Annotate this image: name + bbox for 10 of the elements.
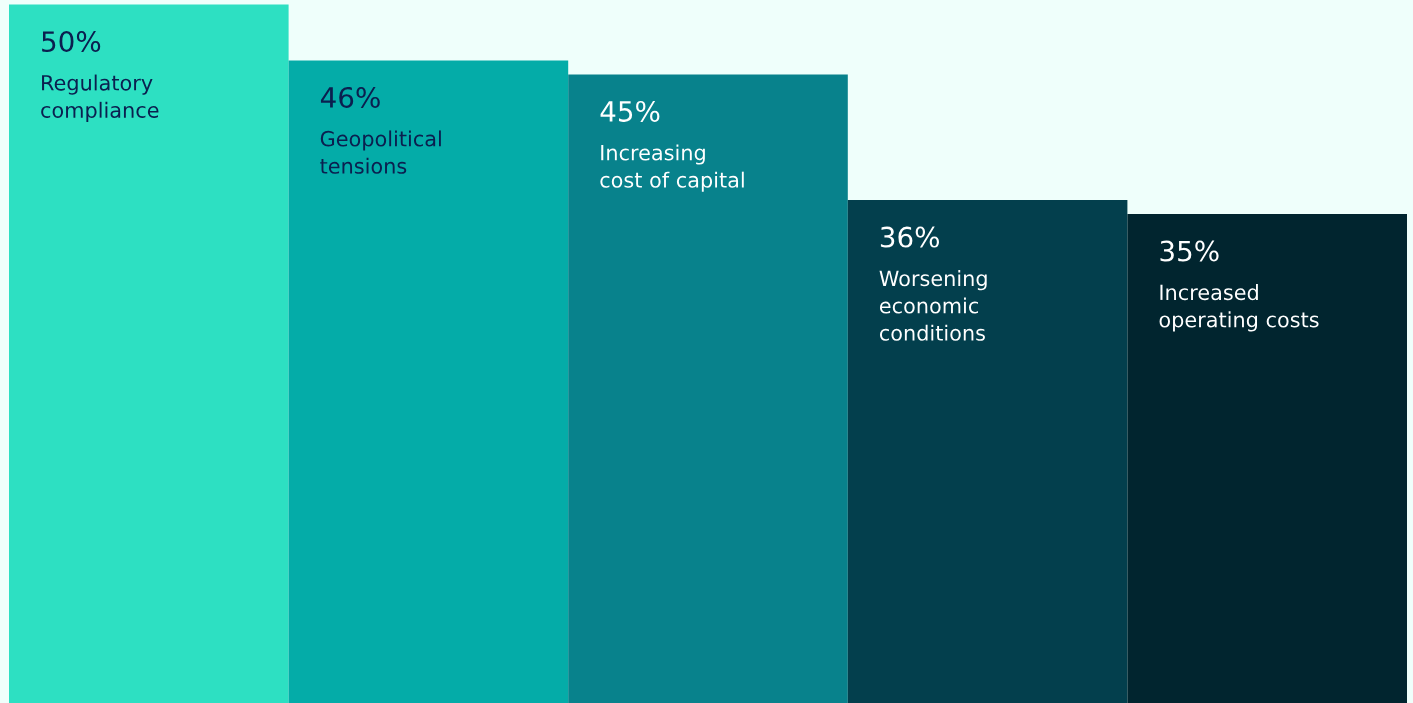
x-tick-label: Regulatory compliance [41,74,159,122]
data-label: 45% [600,100,660,122]
x-tick-label: Worsening economic conditions [879,270,987,341]
x-tick-label: Geopolitical tensions [320,130,441,174]
data-label: 46% [320,86,380,108]
data-label: 50% [42,31,101,53]
data-label: 35% [1160,240,1219,262]
x-tick-label: Increasing cost of capital [600,144,744,192]
data-label: 36% [880,226,940,248]
x-tick-label: Increased operating costs [1159,284,1319,332]
